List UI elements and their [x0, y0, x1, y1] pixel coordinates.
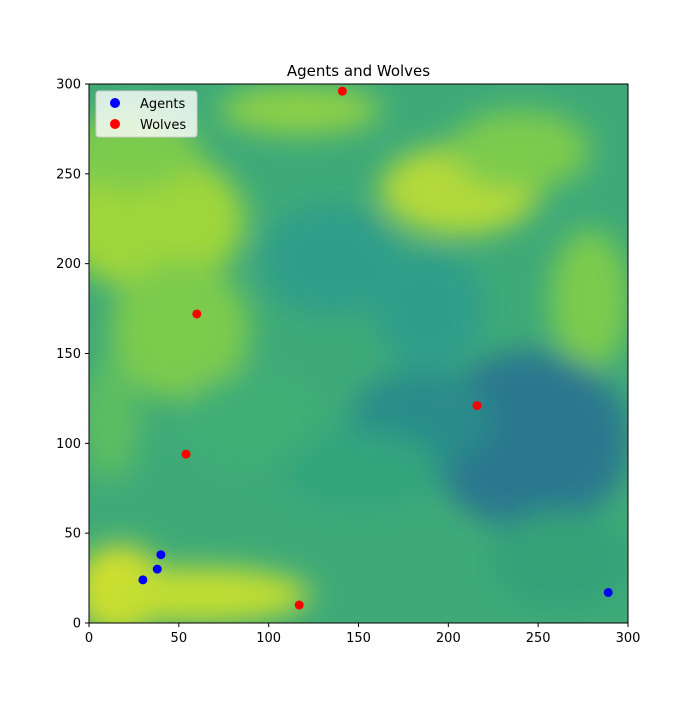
x-tick-label: 300 — [616, 631, 641, 646]
y-tick-label: 150 — [56, 347, 81, 362]
y-tick-label: 200 — [56, 257, 81, 272]
wolves-point — [181, 449, 191, 459]
y-axis: 0 50 100 150 200 250 300 — [56, 78, 89, 632]
wolves-point — [337, 86, 347, 96]
x-tick-label: 50 — [171, 631, 188, 646]
y-tick-label: 100 — [56, 437, 81, 452]
x-tick-label: 100 — [256, 631, 281, 646]
legend-label-wolves: Wolves — [140, 118, 186, 133]
legend: Agents Wolves — [95, 90, 198, 138]
x-tick-label: 0 — [85, 631, 93, 646]
legend-marker-agents — [110, 98, 120, 108]
y-tick-label: 250 — [56, 167, 81, 182]
chart-title: Agents and Wolves — [287, 62, 430, 80]
legend-marker-wolves — [110, 119, 120, 129]
legend-label-agents: Agents — [140, 97, 185, 112]
y-tick-label: 300 — [56, 78, 81, 93]
agents-point — [138, 575, 148, 585]
wolves-point — [294, 600, 304, 610]
x-tick-label: 200 — [436, 631, 461, 646]
y-tick-label: 50 — [64, 527, 81, 542]
wolves-point — [472, 401, 482, 411]
agents-point — [156, 550, 166, 560]
x-tick-label: 150 — [346, 631, 371, 646]
legend-box — [95, 90, 198, 138]
agents-point — [603, 587, 613, 597]
data-markers — [138, 86, 613, 610]
x-tick-label: 250 — [526, 631, 551, 646]
terrain-background — [89, 84, 628, 623]
wolves-point — [192, 309, 202, 319]
agents-point — [152, 564, 162, 574]
y-tick-label: 0 — [73, 617, 81, 632]
x-axis: 0 50 100 150 200 250 300 — [85, 623, 641, 646]
